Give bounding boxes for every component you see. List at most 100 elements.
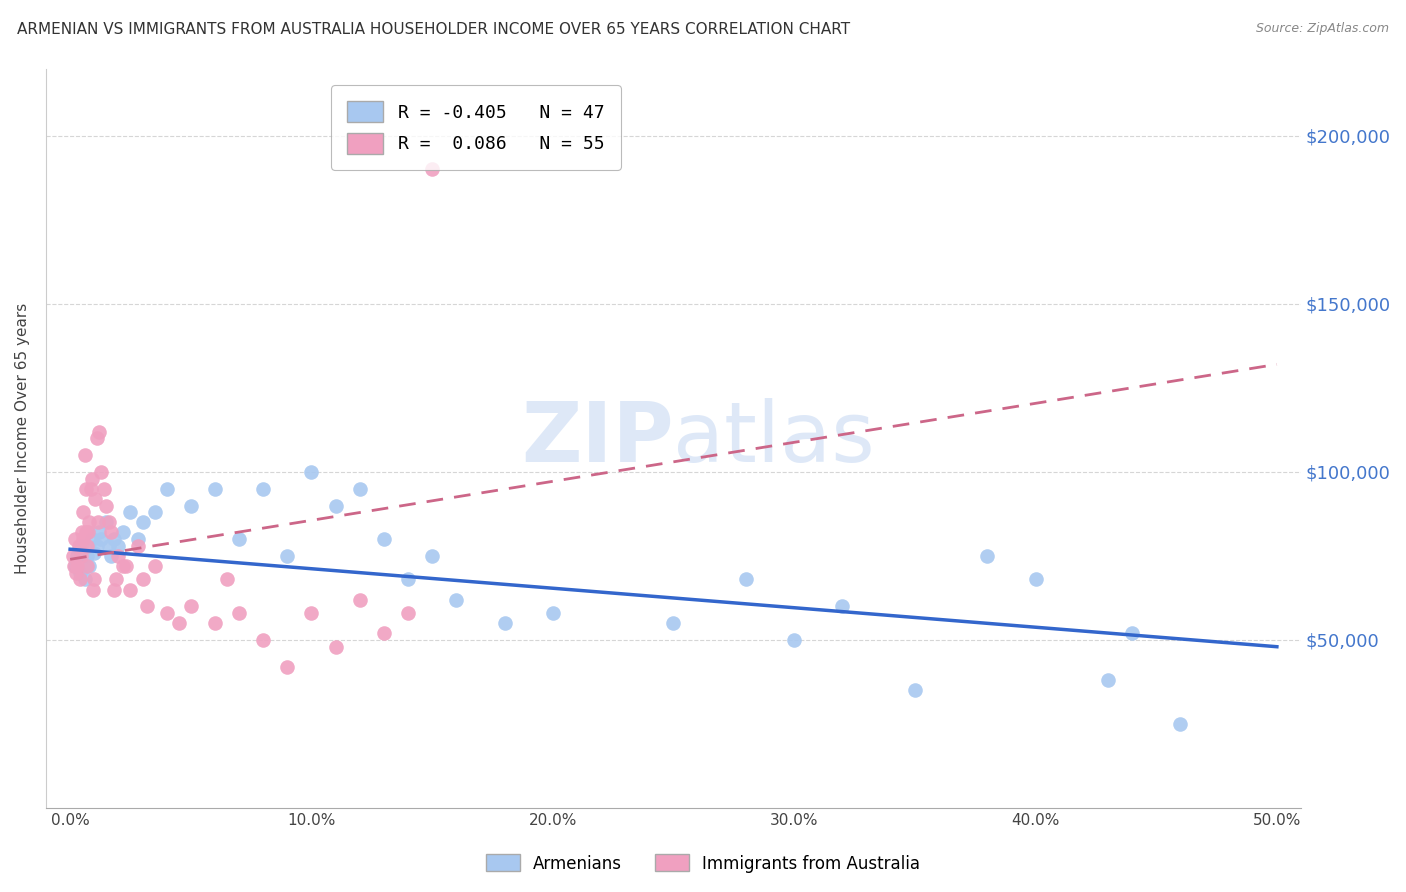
Point (396, 606, 419, 620)
Point (107, 539, 129, 553)
Point (167, 616, 190, 631)
Legend: R = -0.405   N = 47, R =  0.086   N = 55: R = -0.405 N = 47, R = 0.086 N = 55 (330, 85, 621, 170)
Point (65, 566, 87, 580)
Point (97, 516, 120, 530)
Point (143, 505, 166, 519)
Point (373, 532, 395, 546)
Point (82, 582, 104, 597)
Point (86, 539, 108, 553)
Point (783, 632, 806, 647)
Point (131, 516, 153, 530)
Point (70, 539, 93, 553)
Point (67, 539, 90, 553)
Point (301, 606, 323, 620)
Point (252, 482, 274, 496)
Text: atlas: atlas (673, 398, 876, 479)
Point (204, 482, 226, 496)
Point (446, 592, 468, 607)
Point (1168, 717, 1191, 731)
Point (127, 539, 149, 553)
Point (75, 482, 97, 496)
Point (325, 499, 347, 513)
Point (420, 549, 443, 563)
Y-axis label: Householder Income Over 65 years: Householder Income Over 65 years (15, 302, 30, 574)
Point (112, 525, 135, 540)
Point (349, 592, 371, 607)
Point (131, 573, 153, 587)
Point (87, 425, 110, 439)
Point (103, 532, 125, 546)
Point (976, 549, 998, 563)
Point (180, 599, 202, 614)
Point (77, 525, 100, 540)
Point (114, 559, 136, 574)
Point (301, 465, 323, 479)
Text: ARMENIAN VS IMMIGRANTS FROM AUSTRALIA HOUSEHOLDER INCOME OVER 65 YEARS CORRELATI: ARMENIAN VS IMMIGRANTS FROM AUSTRALIA HO… (17, 22, 851, 37)
Point (100, 525, 122, 540)
Point (103, 582, 125, 597)
Point (83, 573, 105, 587)
Point (96, 516, 118, 530)
Point (76, 559, 98, 574)
Point (80, 472, 103, 486)
Point (63, 532, 86, 546)
Point (62, 559, 84, 574)
Point (72, 505, 94, 519)
Point (76, 539, 98, 553)
Point (396, 573, 419, 587)
Point (73, 573, 96, 587)
Point (127, 532, 149, 546)
Point (69, 573, 91, 587)
Point (79, 559, 101, 574)
Point (104, 573, 127, 587)
Point (541, 606, 564, 620)
Point (215, 573, 238, 587)
Point (156, 482, 179, 496)
Point (373, 626, 395, 640)
Point (100, 549, 122, 563)
Legend: Armenians, Immigrants from Australia: Armenians, Immigrants from Australia (479, 847, 927, 880)
Text: Source: ZipAtlas.com: Source: ZipAtlas.com (1256, 22, 1389, 36)
Point (66, 549, 89, 563)
Point (1121, 626, 1143, 640)
Point (180, 499, 202, 513)
Point (80, 532, 103, 546)
Point (325, 640, 347, 654)
Point (66, 559, 89, 574)
Point (156, 606, 179, 620)
Point (86, 431, 108, 445)
Point (228, 532, 250, 546)
Point (204, 616, 226, 631)
Point (97, 539, 120, 553)
Point (96, 499, 118, 513)
Point (136, 599, 159, 614)
Point (87, 516, 110, 530)
Text: ZIP: ZIP (522, 398, 673, 479)
Point (735, 573, 758, 587)
Point (276, 660, 298, 674)
Point (93, 482, 115, 496)
Point (83, 546, 105, 560)
Point (120, 582, 142, 597)
Point (349, 482, 371, 496)
Point (252, 632, 274, 647)
Point (112, 559, 135, 574)
Point (63, 559, 86, 574)
Point (87, 525, 110, 540)
Point (84, 491, 107, 506)
Point (831, 599, 853, 614)
Point (62, 549, 84, 563)
Point (69, 566, 91, 580)
Point (90, 465, 112, 479)
Point (904, 683, 927, 698)
Point (70, 549, 93, 563)
Point (75, 525, 97, 540)
Point (120, 505, 142, 519)
Point (70, 525, 93, 540)
Point (143, 559, 166, 574)
Point (79, 516, 101, 530)
Point (90, 532, 112, 546)
Point (1097, 673, 1119, 688)
Point (107, 549, 129, 563)
Point (73, 448, 96, 462)
